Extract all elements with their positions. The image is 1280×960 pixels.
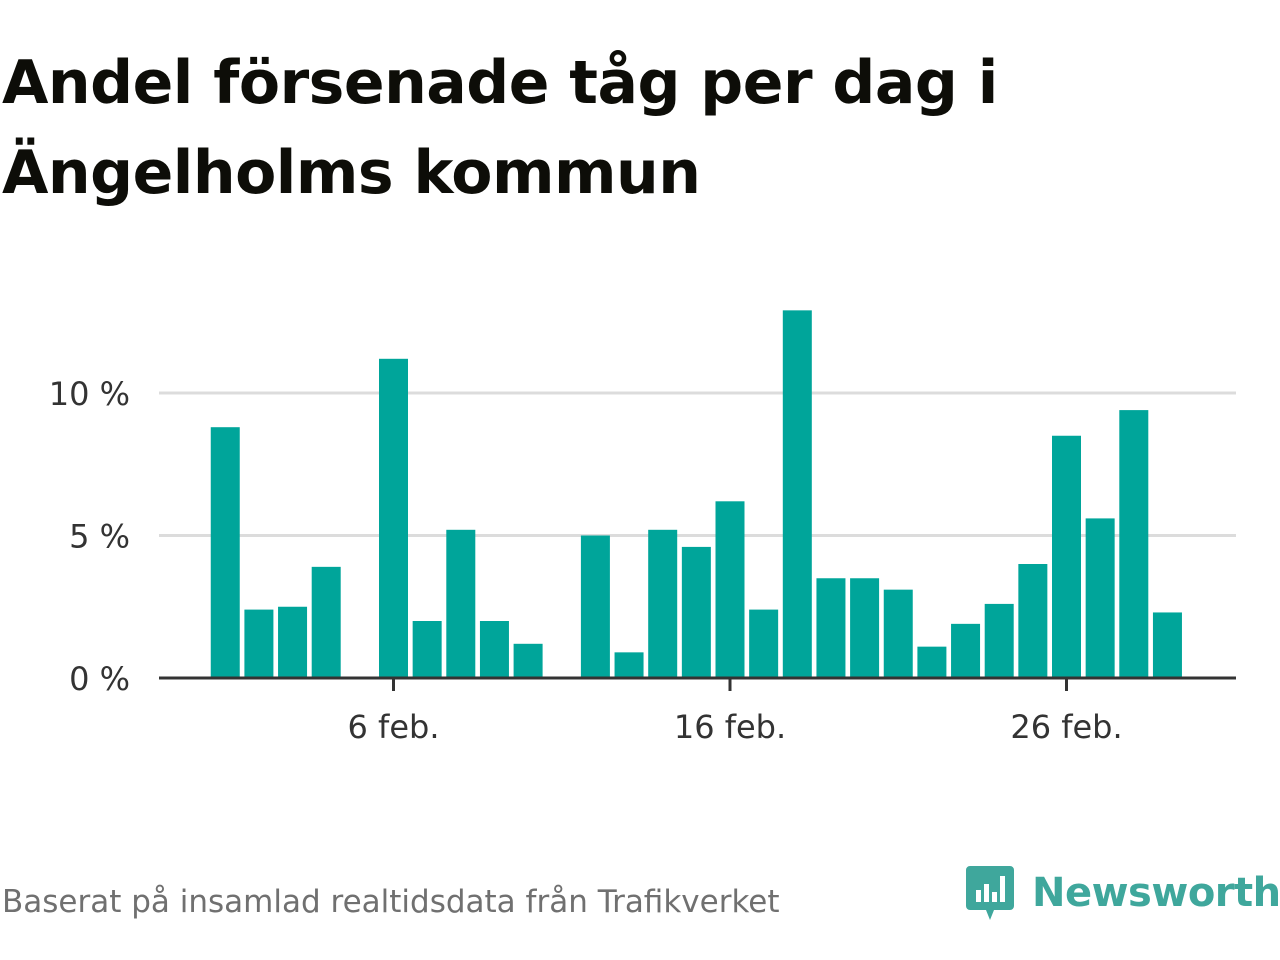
x-tick-label: 16 feb. (674, 708, 786, 746)
newsworthy-logo-icon (966, 866, 1014, 920)
bar (479, 621, 509, 678)
bar (951, 623, 981, 678)
chart-title: Andel försenade tåg per dag i Ängelholms… (2, 48, 998, 208)
bar-chart: 6 feb. 16 feb. 26 feb. 0 % 5 % 10 % (49, 310, 1236, 746)
bar (681, 546, 711, 678)
bar (446, 529, 476, 678)
bar (1018, 564, 1048, 678)
bar (379, 358, 408, 678)
bar (917, 646, 947, 678)
bar (244, 609, 274, 678)
bar (513, 643, 543, 678)
bar (816, 578, 846, 678)
bar (782, 310, 812, 678)
bar (580, 535, 610, 678)
y-tick-label: 0 % (69, 660, 130, 698)
y-tick-label: 10 % (49, 375, 130, 413)
bar (1052, 435, 1081, 678)
y-tick-label: 5 % (69, 518, 130, 556)
bar (1152, 612, 1182, 678)
x-axis-ticks: 6 feb. 16 feb. 26 feb. (348, 678, 1123, 746)
bar (311, 566, 341, 678)
bar-series (210, 310, 1182, 678)
bar (1119, 410, 1149, 678)
bar (715, 501, 745, 678)
source-note: Baserat på insamlad realtidsdata från Tr… (2, 884, 780, 920)
x-tick-label: 26 feb. (1010, 708, 1122, 746)
bar (614, 652, 644, 678)
x-tick-label: 6 feb. (348, 708, 440, 746)
y-axis-ticks: 0 % 5 % 10 % (49, 375, 130, 698)
bar (210, 427, 240, 678)
bar (883, 589, 913, 678)
bar (749, 609, 779, 678)
bar (1085, 518, 1115, 678)
bar (850, 578, 880, 678)
bar (278, 606, 308, 678)
bar (984, 603, 1014, 678)
bar (648, 529, 678, 678)
bar (412, 621, 442, 678)
brand-name: Newsworthy (1032, 870, 1280, 916)
newsworthy-logo: Newsworthy (964, 862, 1280, 924)
